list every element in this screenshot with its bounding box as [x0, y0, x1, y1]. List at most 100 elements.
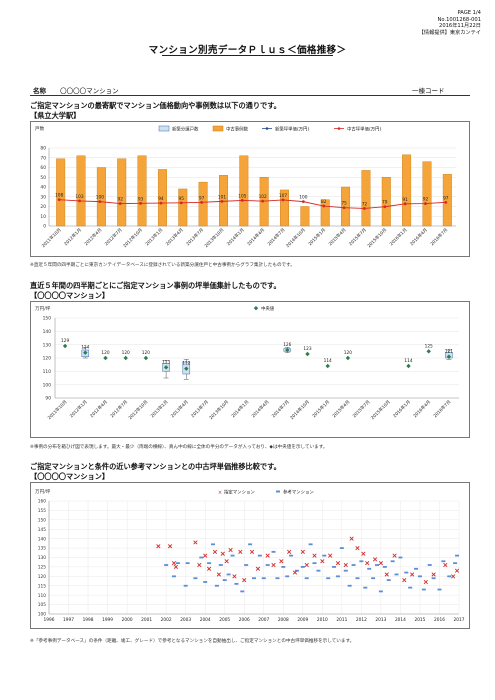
- target-point: [212, 549, 218, 554]
- target-point: [361, 551, 366, 556]
- reference-point: [211, 543, 215, 546]
- x-tick-label: 2006: [239, 617, 250, 623]
- reference-point: [312, 562, 317, 565]
- reference-point: [339, 547, 344, 549]
- target-point: [167, 544, 173, 549]
- used-cases-bar: [157, 169, 167, 227]
- y-tick-label: 90: [45, 396, 51, 402]
- reference-point: [390, 560, 395, 563]
- target-point: [443, 562, 448, 568]
- median-marker: [406, 363, 411, 369]
- x-tick-label: 2015年4月: [327, 226, 348, 247]
- used-price-point: [322, 204, 326, 208]
- target-point: [242, 577, 247, 583]
- y-tick-label: 115: [38, 583, 46, 589]
- y-tick-label: 145: [38, 527, 46, 533]
- target-point: [271, 562, 276, 568]
- reference-point: [382, 566, 387, 568]
- used-price-label: 101: [218, 194, 226, 200]
- x-tick-label: 2015年10月: [369, 398, 392, 421]
- used-price-point: [342, 206, 346, 210]
- title-underline: [162, 55, 333, 56]
- used-cases-bar: [96, 167, 106, 227]
- reference-point: [252, 577, 256, 580]
- target-point: [320, 559, 325, 564]
- x-tick-label: 2013年10月: [203, 226, 226, 249]
- reference-point: [214, 584, 219, 587]
- used-price-point: [403, 202, 407, 206]
- target-point: [249, 549, 255, 554]
- reference-point: [275, 577, 280, 580]
- target-point: [197, 562, 202, 568]
- used-price-label: 79: [382, 200, 388, 206]
- target-point: [392, 553, 397, 558]
- y-tick-label: 130: [38, 555, 46, 561]
- used-price-point: [98, 200, 102, 204]
- median-marker: [446, 354, 452, 359]
- median-label: 120: [142, 350, 150, 356]
- x-tick-label: 2011: [336, 617, 347, 623]
- median-marker: [83, 350, 88, 355]
- median-marker: [123, 355, 128, 361]
- x-tick-label: 2013年7月: [184, 226, 205, 247]
- y-tick-label: 150: [43, 316, 52, 322]
- target-point: [402, 577, 407, 583]
- section3-note: ※「参考事例データベース」の条件（距離、竣工、グレード）で参考となるマンションを…: [30, 639, 355, 644]
- x-tick-label: 2015年4月: [331, 398, 352, 419]
- x-tick-label: 2012年7月: [103, 226, 124, 247]
- legend-swatch: [276, 490, 280, 493]
- reference-point: [248, 543, 253, 546]
- legend-swatch: [158, 125, 170, 132]
- used-cases-bar: [442, 174, 452, 227]
- used-price-label: 75: [341, 201, 347, 207]
- target-point: [265, 553, 270, 558]
- target-point: [349, 536, 354, 541]
- used-price-point: [78, 199, 81, 203]
- used-price-label: 94: [158, 196, 164, 202]
- y-tick-label: 30: [40, 194, 46, 200]
- x-tick-label: 2016年1月: [391, 398, 412, 419]
- median-label: 129: [61, 338, 69, 344]
- used-price-point: [200, 200, 204, 204]
- x-tick-label: 2009: [297, 617, 308, 623]
- header-info: PAGE 1/4 No.1001268-001 2016年11月22日 【情報提…: [419, 10, 481, 36]
- x-tick-label: 1998: [83, 617, 94, 623]
- x-tick-label: 2016年7月: [432, 398, 453, 419]
- used-cases-bar: [381, 177, 391, 227]
- x-tick-label: 2004: [200, 617, 211, 623]
- used-price-label: 105: [238, 193, 246, 199]
- reference-point: [427, 564, 432, 566]
- code-label: 一棟コード: [412, 87, 445, 95]
- legend-label: 参考マンション: [283, 489, 314, 496]
- reference-point: [378, 590, 383, 593]
- legend-label: 中古事例数: [226, 125, 249, 132]
- section2-heading: 直近５年間の四半期ごとにご指定マンション事例の坪単価集計したものです。: [30, 281, 281, 290]
- x-tick-label: 2016年4月: [411, 398, 432, 419]
- x-tick-label: 2013年10月: [207, 398, 230, 421]
- used-price-point: [424, 202, 427, 205]
- reference-point: [226, 573, 231, 576]
- used-price-point: [444, 200, 448, 204]
- reference-point: [300, 566, 305, 568]
- y-tick-label: 135: [38, 546, 46, 552]
- legend-swatch: ×: [218, 490, 222, 496]
- reference-point: [394, 573, 399, 576]
- used-cases-bar: [422, 161, 432, 227]
- median-label: 126: [283, 342, 291, 348]
- x-tick-label: 2015年7月: [347, 226, 368, 247]
- x-tick-label: 2016年4月: [408, 226, 429, 247]
- median-marker: [163, 365, 169, 370]
- y-tick-label: 160: [38, 499, 46, 505]
- box-plot-chart: 万円/坪 90 100 110 120 130 140 150 中央値 129 124 120 120 1…: [35, 305, 459, 421]
- x-tick-label: 2016: [434, 617, 445, 623]
- y-tick-label: 130: [43, 342, 52, 348]
- used-price-label: 95: [179, 196, 185, 202]
- used-cases-bar: [259, 177, 269, 227]
- reference-point: [322, 554, 327, 557]
- reference-point: [431, 577, 436, 580]
- reference-point: [417, 575, 422, 578]
- target-point: [255, 566, 261, 571]
- x-tick-label: 1999: [102, 617, 113, 623]
- used-price-label: 107: [279, 193, 287, 199]
- x-tick-label: 2014年10月: [288, 398, 311, 421]
